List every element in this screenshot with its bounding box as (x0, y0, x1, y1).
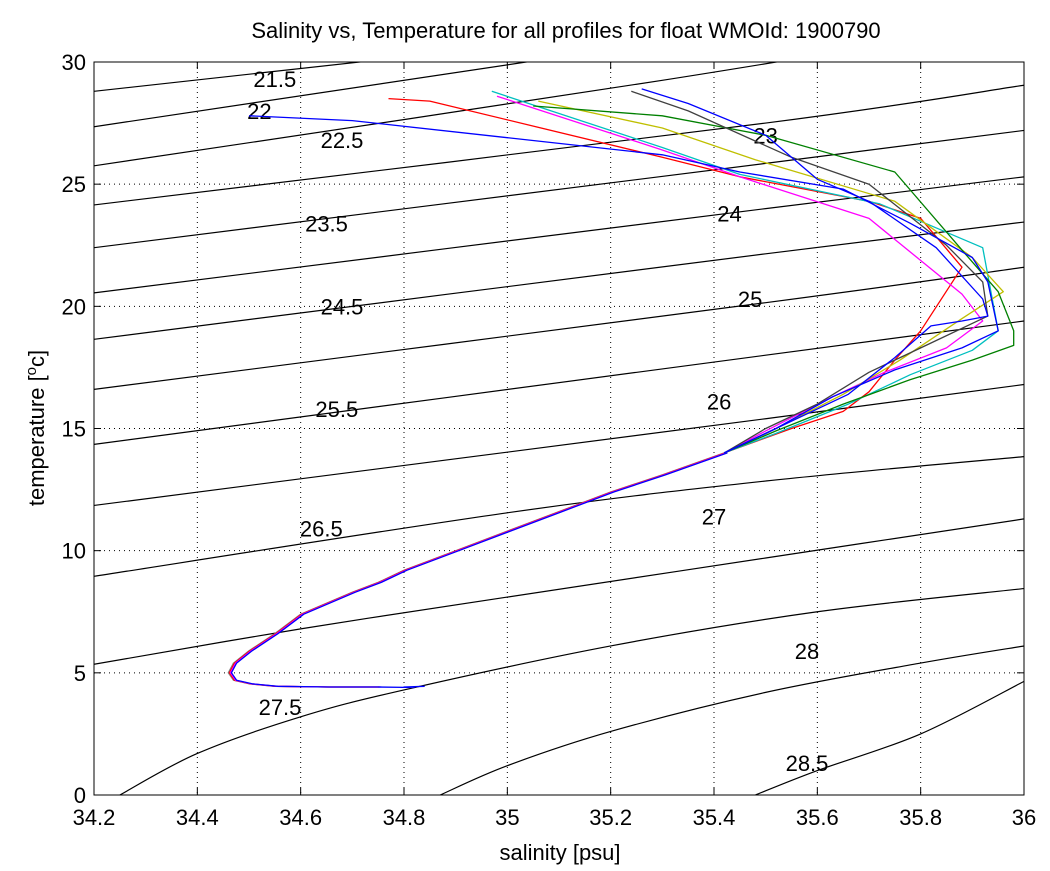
isopycnal-line (94, 62, 366, 92)
isopycnal-label: 26.5 (300, 517, 343, 542)
profile-line (533, 105, 1015, 454)
axis-ticks: 34.2 34.4 34.6 34.8 35 35.2 35.4 35.6 35.8 36 0 5 10… (62, 50, 1037, 830)
isopycnal-line (94, 266, 1024, 391)
profile-line (248, 115, 999, 454)
isopycnal-label: 28.5 (786, 751, 829, 776)
deep-profile-line (230, 452, 728, 688)
isopycnal-label: 25.5 (315, 397, 358, 422)
isopycnal-label: 24 (717, 201, 741, 226)
profile-line (388, 97, 963, 454)
isopycnal-line (94, 383, 1024, 507)
isopycnal-line (94, 221, 1024, 340)
isopycnal-line (439, 645, 1024, 795)
y-tick-label: 10 (62, 539, 86, 564)
isopycnal-line (119, 587, 1024, 795)
deep-profile-line (228, 452, 726, 688)
y-tick-label: 25 (62, 172, 86, 197)
isopycnal-label: 27.5 (259, 695, 302, 720)
x-tick-label: 34.8 (383, 805, 426, 830)
y-tick-label: 15 (62, 417, 86, 442)
chart-title: Salinity vs, Temperature for all profile… (251, 18, 880, 43)
isopycnal-line (94, 129, 1024, 249)
x-tick-label: 34.2 (73, 805, 116, 830)
isopycnal-line (755, 680, 1024, 795)
x-tick-label: 36 (1012, 805, 1036, 830)
isopycnal-line (94, 518, 1024, 665)
profile-line (491, 90, 999, 454)
isopycnal-label: 22 (247, 99, 271, 124)
y-axis-label: temperature [oc] (23, 350, 49, 506)
isopycnal-lines (94, 62, 1024, 795)
x-tick-label: 35.4 (693, 805, 736, 830)
y-tick-label: 30 (62, 50, 86, 75)
profile-lines (227, 88, 1015, 689)
x-tick-label: 34.6 (279, 805, 322, 830)
deep-profile-line (227, 452, 725, 688)
isopycnal-label: 24.5 (321, 294, 364, 319)
isopycnal-label: 26 (707, 390, 731, 415)
x-tick-label: 35.8 (899, 805, 942, 830)
isopycnal-line (94, 62, 781, 167)
isopycnal-label: 22.5 (321, 128, 364, 153)
isopycnal-line (94, 84, 1024, 206)
isopycnal-label: 25 (738, 287, 762, 312)
profile-line (496, 95, 984, 454)
isopycnal-line (94, 62, 531, 128)
deep-profile-line (229, 452, 727, 688)
x-axis-label: salinity [psu] (499, 840, 620, 865)
isopycnal-line (94, 456, 1024, 577)
profile-line (538, 100, 1004, 454)
isopycnal-label: 21.5 (253, 67, 296, 92)
y-tick-label: 5 (74, 661, 86, 686)
isopycnal-label: 28 (795, 639, 819, 664)
y-tick-label: 20 (62, 294, 86, 319)
y-tick-label: 0 (74, 783, 86, 808)
profile-line (641, 88, 989, 454)
isopycnal-label: 27 (702, 504, 726, 529)
isopycnal-line (94, 176, 1024, 294)
x-tick-label: 35 (495, 805, 519, 830)
profile-line (378, 685, 425, 689)
isopycnal-line (94, 320, 1024, 445)
x-tick-label: 35.2 (589, 805, 632, 830)
profile-line (631, 90, 989, 454)
x-tick-label: 34.4 (176, 805, 219, 830)
x-tick-label: 35.6 (796, 805, 839, 830)
isopycnal-label: 23.5 (305, 211, 348, 236)
grid (94, 62, 1024, 795)
